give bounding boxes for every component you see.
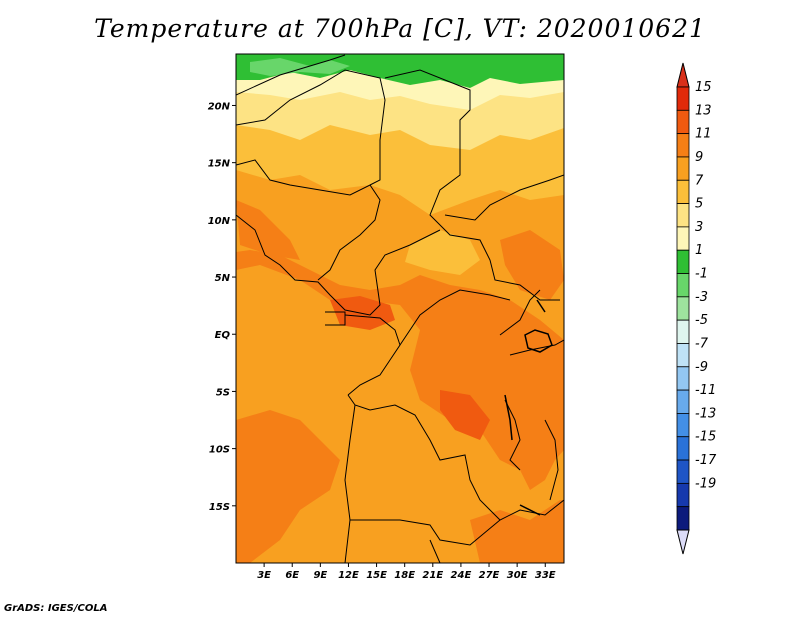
colorbar-segment bbox=[676, 203, 690, 228]
field-band-light-green bbox=[250, 58, 350, 76]
colorbar-segment bbox=[676, 506, 690, 531]
colorbar-segment bbox=[676, 459, 690, 484]
lon-tick-label: 30E bbox=[507, 570, 528, 581]
colorbar-segment bbox=[676, 436, 690, 461]
lon-tick-label: 3E bbox=[257, 570, 271, 581]
lon-tick-label: 6E bbox=[285, 570, 299, 581]
colorbar-segment bbox=[676, 413, 690, 438]
lat-tick-label: EQ bbox=[215, 330, 231, 341]
colorbar-label: 7 bbox=[695, 173, 704, 188]
country-borders bbox=[236, 54, 564, 563]
lon-tick-label: 33E bbox=[535, 570, 556, 581]
colorbar-segment bbox=[676, 319, 690, 344]
colorbar-label: 3 bbox=[695, 220, 703, 235]
map-panel bbox=[236, 54, 564, 563]
lat-tick-label: 10S bbox=[209, 445, 230, 456]
lon-tick-label: 12E bbox=[338, 570, 359, 581]
field-band-1-3 bbox=[236, 54, 564, 88]
colorbar-label: 1 bbox=[695, 243, 703, 258]
lat-tick-label: 5S bbox=[216, 387, 230, 398]
lon-tick-label: 21E bbox=[422, 570, 443, 581]
colorbar-segment bbox=[676, 86, 690, 111]
colorbar-segment bbox=[676, 226, 690, 251]
colorbar-label: -17 bbox=[695, 453, 717, 468]
colorbar-segment bbox=[676, 296, 690, 321]
colorbar-segment bbox=[676, 156, 690, 181]
map-title: Temperature at 700hPa [C], VT: 202001062… bbox=[94, 14, 706, 43]
colorbar-top-arrow bbox=[676, 62, 690, 88]
colorbar-label: -13 bbox=[695, 406, 716, 421]
colorbar-label: -7 bbox=[695, 336, 709, 351]
colorbar-segment bbox=[676, 389, 690, 414]
lon-tick-label: 15E bbox=[366, 570, 387, 581]
lon-tick-label: 24E bbox=[451, 570, 472, 581]
lakes bbox=[504, 299, 553, 516]
lat-tick-label: 15N bbox=[208, 159, 231, 170]
lat-tick-label: 15S bbox=[209, 502, 230, 513]
colorbar-bottom-arrow bbox=[676, 529, 690, 555]
colorbar-segment bbox=[676, 133, 690, 158]
colorbar-label: 13 bbox=[695, 103, 712, 118]
lat-tick-label: 10N bbox=[208, 216, 231, 227]
colorbar-label: -3 bbox=[695, 290, 708, 305]
grads-credit: GrADS: IGES/COLA bbox=[4, 603, 108, 614]
colorbar-segment bbox=[676, 249, 690, 274]
lon-tick-label: 18E bbox=[394, 570, 415, 581]
lat-tick-label: 5N bbox=[215, 273, 231, 284]
latitude-axis: 20N 15N 10N 5N EQ 5S 10S 15S bbox=[208, 101, 236, 513]
colorbar-label: 11 bbox=[695, 127, 712, 142]
map-frame bbox=[235, 53, 565, 564]
lon-tick-label: 27E bbox=[479, 570, 500, 581]
colorbar-label: -1 bbox=[695, 267, 708, 282]
colorbar: 15 13 11 9 7 5 3 1 -1 -3 -5 -7 -9 -11 -13 -15 -17 -19 bbox=[676, 62, 717, 555]
colorbar-segment bbox=[676, 343, 690, 368]
colorbar-label: 9 bbox=[695, 150, 703, 165]
colorbar-label: 15 bbox=[695, 80, 712, 95]
colorbar-label: -5 bbox=[695, 313, 708, 328]
colorbar-segment bbox=[676, 109, 690, 135]
colorbar-label: -11 bbox=[695, 383, 716, 398]
lon-tick-label: 9E bbox=[313, 570, 327, 581]
colorbar-segment bbox=[676, 482, 690, 508]
longitude-axis: 3E 6E 9E 12E 15E 18E 21E 24E 27E 30E 33E bbox=[257, 563, 556, 581]
lat-tick-label: 20N bbox=[208, 101, 231, 112]
colorbar-label: -15 bbox=[695, 430, 716, 445]
colorbar-label: -9 bbox=[695, 360, 708, 375]
colorbar-label: -19 bbox=[695, 476, 716, 491]
colorbar-segment bbox=[676, 366, 690, 391]
colorbar-segment bbox=[676, 273, 690, 298]
field-patch-yellow bbox=[405, 230, 480, 275]
colorbar-segment bbox=[676, 179, 690, 204]
colorbar-label: 5 bbox=[695, 197, 703, 212]
